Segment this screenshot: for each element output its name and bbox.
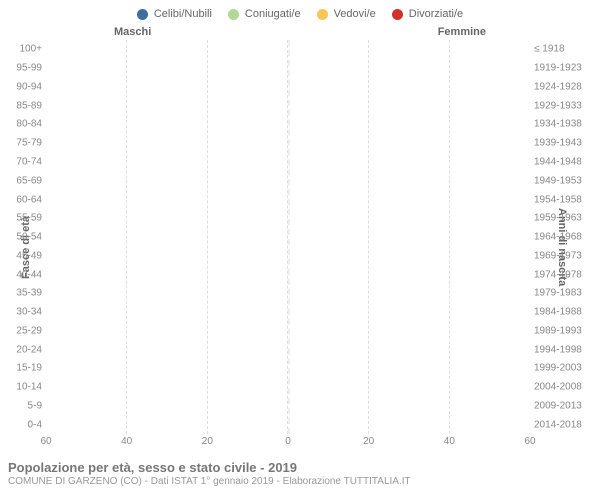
legend-item: Coniugati/e <box>228 8 301 20</box>
cohort-label: 1984-1988 <box>534 307 594 318</box>
legend-label: Divorziati/e <box>409 8 463 20</box>
cohort-label: 1959-1963 <box>534 213 594 224</box>
age-label: 55-59 <box>8 213 42 224</box>
population-pyramid: 100+≤ 191895-991919-192390-941924-192885… <box>46 40 530 434</box>
cohort-label: 2014-2018 <box>534 419 594 430</box>
vedovi-swatch <box>317 9 328 20</box>
caption-title: Popolazione per età, sesso e stato civil… <box>8 460 592 475</box>
center-line <box>288 40 290 434</box>
age-label: 90-94 <box>8 81 42 92</box>
age-label: 60-64 <box>8 194 42 205</box>
x-tick: 40 <box>121 436 132 447</box>
age-label: 80-84 <box>8 119 42 130</box>
age-label: 15-19 <box>8 363 42 374</box>
cohort-label: 1964-1968 <box>534 232 594 243</box>
age-label: 35-39 <box>8 288 42 299</box>
cohort-label: 1979-1983 <box>534 288 594 299</box>
age-label: 65-69 <box>8 175 42 186</box>
age-label: 95-99 <box>8 63 42 74</box>
age-label: 20-24 <box>8 344 42 355</box>
age-label: 50-54 <box>8 232 42 243</box>
celibi-swatch <box>137 9 148 20</box>
x-tick: 20 <box>363 436 374 447</box>
age-label: 5-9 <box>8 400 42 411</box>
cohort-label: 1954-1958 <box>534 194 594 205</box>
divorziati-swatch <box>392 9 403 20</box>
cohort-label: 1989-1993 <box>534 325 594 336</box>
cohort-label: 1934-1938 <box>534 119 594 130</box>
legend-item: Divorziati/e <box>392 8 463 20</box>
cohort-label: 1949-1953 <box>534 175 594 186</box>
legend-label: Coniugati/e <box>245 8 301 20</box>
x-tick: 0 <box>285 436 291 447</box>
age-label: 10-14 <box>8 382 42 393</box>
coniugati-swatch <box>228 9 239 20</box>
age-label: 25-29 <box>8 325 42 336</box>
age-label: 40-44 <box>8 269 42 280</box>
caption: Popolazione per età, sesso e stato civil… <box>6 454 594 487</box>
cohort-label: 1924-1928 <box>534 81 594 92</box>
legend-item: Celibi/Nubili <box>137 8 212 20</box>
x-tick: 40 <box>444 436 455 447</box>
legend-item: Vedovi/e <box>317 8 376 20</box>
age-label: 70-74 <box>8 156 42 167</box>
age-label: 30-34 <box>8 307 42 318</box>
cohort-label: 1974-1978 <box>534 269 594 280</box>
cohort-label: 1919-1923 <box>534 63 594 74</box>
cohort-label: 1994-1998 <box>534 344 594 355</box>
x-tick: 20 <box>202 436 213 447</box>
age-label: 0-4 <box>8 419 42 430</box>
x-tick: 60 <box>524 436 535 447</box>
cohort-label: 1944-1948 <box>534 156 594 167</box>
cohort-label: 1999-2003 <box>534 363 594 374</box>
cohort-label: 1969-1973 <box>534 250 594 261</box>
cohort-label: 2009-2013 <box>534 400 594 411</box>
cohort-label: 2004-2008 <box>534 382 594 393</box>
cohort-label: 1939-1943 <box>534 138 594 149</box>
age-label: 85-89 <box>8 100 42 111</box>
x-tick: 60 <box>40 436 51 447</box>
age-label: 100+ <box>8 44 42 55</box>
male-title: Maschi <box>114 26 151 38</box>
age-label: 45-49 <box>8 250 42 261</box>
cohort-label: ≤ 1918 <box>534 44 594 55</box>
gender-titles: Maschi Femmine <box>6 26 594 40</box>
legend-label: Vedovi/e <box>334 8 376 20</box>
female-title: Femmine <box>438 26 486 38</box>
caption-subtitle: COMUNE DI GARZENO (CO) - Dati ISTAT 1° g… <box>8 476 592 487</box>
x-axis: 6040200204060 <box>46 436 530 454</box>
legend: Celibi/Nubili Coniugati/e Vedovi/e Divorzia… <box>6 8 594 20</box>
age-label: 75-79 <box>8 138 42 149</box>
legend-label: Celibi/Nubili <box>154 8 212 20</box>
cohort-label: 1929-1933 <box>534 100 594 111</box>
